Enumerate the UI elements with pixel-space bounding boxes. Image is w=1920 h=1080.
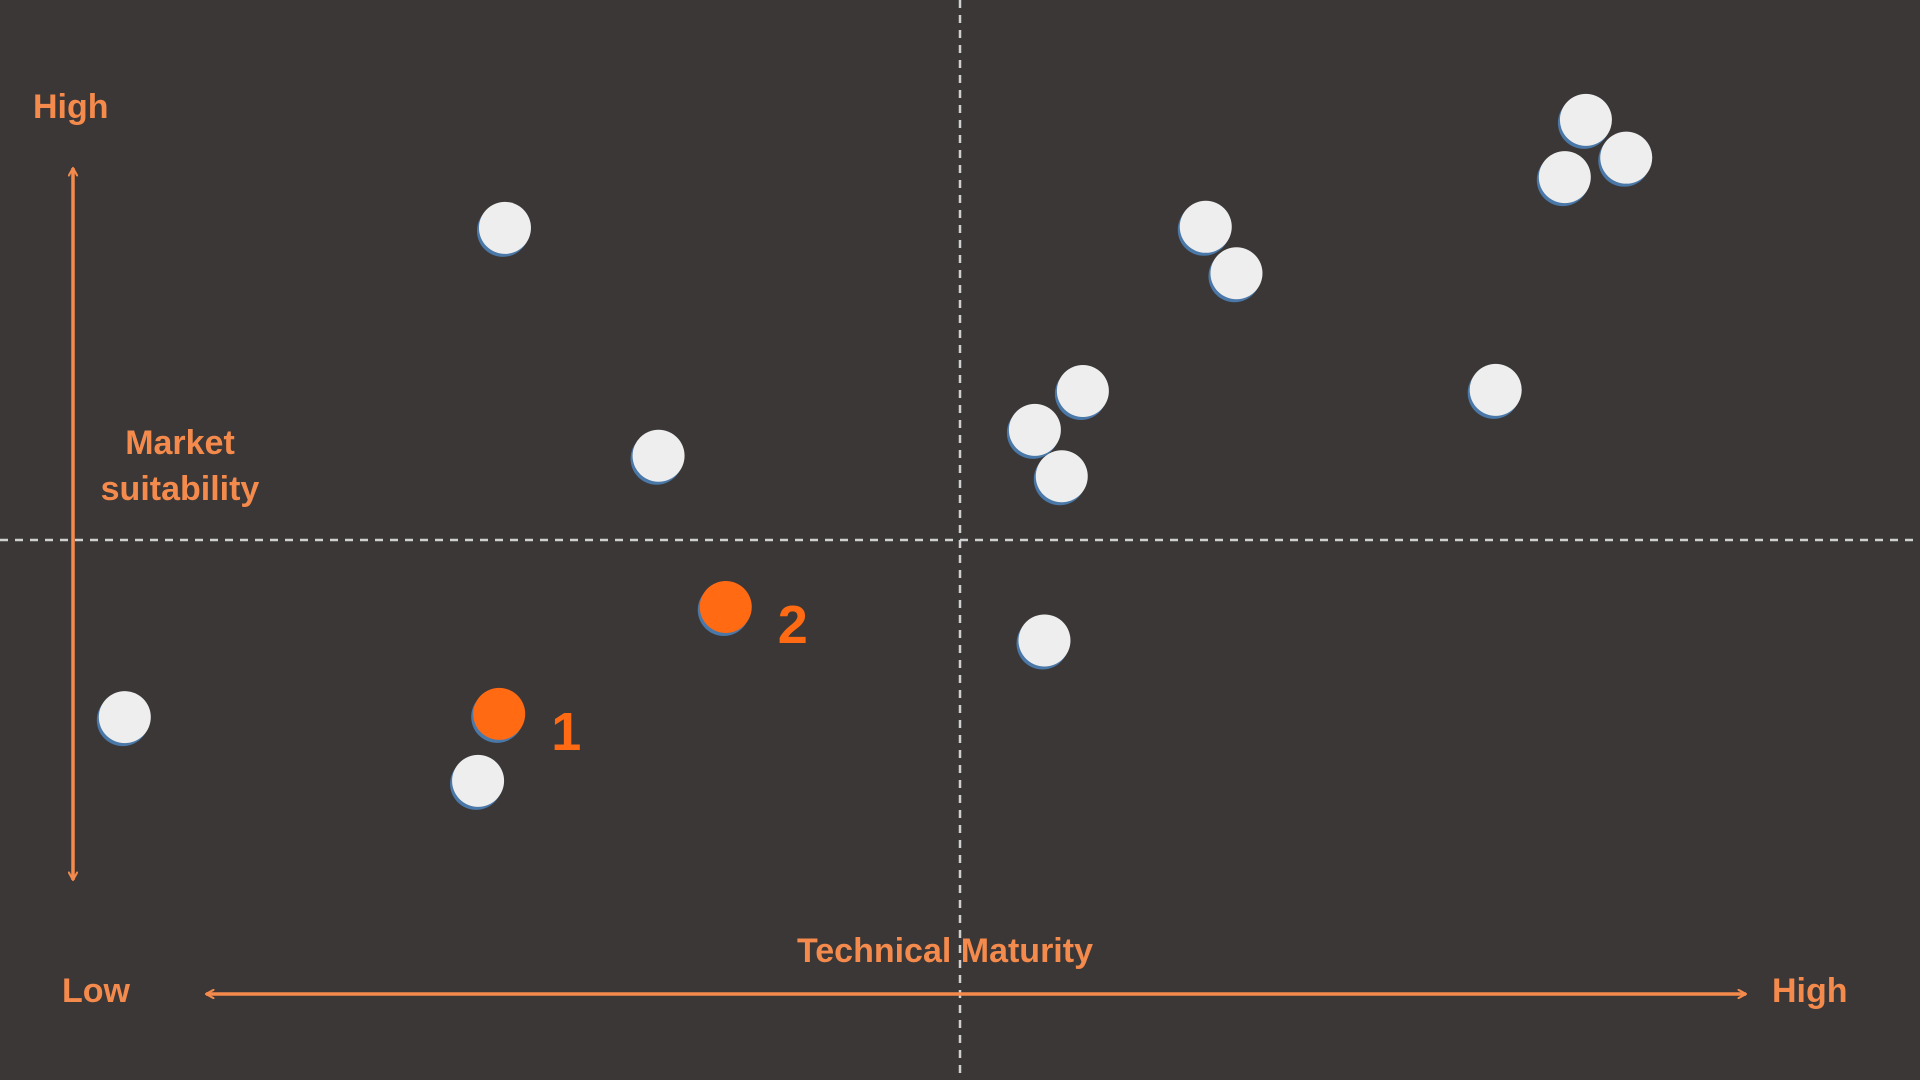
data-point [1208, 247, 1263, 303]
data-point [630, 429, 685, 485]
data-point [1557, 93, 1612, 149]
point-marker [1008, 403, 1061, 456]
point-marker [98, 691, 151, 744]
point-marker [1600, 131, 1653, 184]
data-point [1016, 614, 1071, 670]
point-marker [632, 429, 685, 482]
point-label: 2 [778, 595, 808, 655]
data-point [1033, 450, 1088, 506]
highlight-point: 2 [697, 580, 808, 655]
data-point [1006, 403, 1061, 459]
point-marker [1538, 151, 1591, 204]
point-marker [1035, 450, 1088, 503]
y-axis-title: Market suitability [100, 424, 260, 508]
point-marker [473, 687, 526, 740]
data-point [96, 691, 151, 747]
y-axis-high-label: High [33, 88, 109, 126]
point-marker [1559, 93, 1612, 146]
point-marker [1056, 364, 1109, 417]
data-point [1054, 364, 1109, 420]
point-marker [1210, 247, 1263, 300]
point-marker [699, 580, 752, 633]
x-axis-title: Technical Maturity [797, 932, 1093, 970]
data-point [1536, 151, 1591, 207]
point-label: 1 [551, 702, 581, 762]
x-axis-low-label: Low [62, 972, 130, 1010]
data-points: 12 [96, 93, 1653, 810]
x-axis-high-label: High [1772, 972, 1848, 1010]
point-marker [1018, 614, 1071, 667]
axes [73, 168, 1746, 994]
data-point [476, 201, 531, 257]
point-marker [452, 754, 505, 807]
data-point [1467, 363, 1522, 419]
point-marker [478, 201, 531, 254]
data-point [450, 754, 505, 810]
point-marker [1179, 200, 1232, 253]
point-marker [1469, 363, 1522, 416]
highlight-point: 1 [471, 687, 581, 762]
data-point [1598, 131, 1653, 187]
data-point [1177, 200, 1232, 256]
